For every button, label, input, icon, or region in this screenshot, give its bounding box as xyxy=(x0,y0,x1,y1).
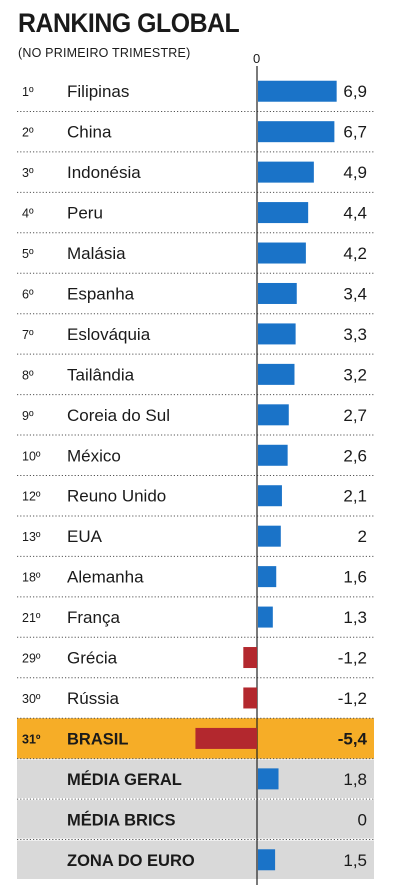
rank-label: 31º xyxy=(22,732,41,746)
value-label: 1,6 xyxy=(343,568,367,587)
rank-label: 5º xyxy=(22,247,34,261)
value-label: 6,7 xyxy=(343,123,367,142)
category-label: MÉDIA BRICS xyxy=(67,810,175,829)
value-label: 3,3 xyxy=(343,325,367,344)
bar-eslováquia xyxy=(258,323,296,345)
category-label: China xyxy=(67,123,112,142)
rank-label: 9º xyxy=(22,409,34,423)
value-label: 4,9 xyxy=(343,163,367,182)
value-label: 6,9 xyxy=(343,82,367,101)
value-label: 1,3 xyxy=(343,608,367,627)
category-label: Grécia xyxy=(67,649,118,668)
bar-rússia xyxy=(243,687,257,709)
value-label: -5,4 xyxy=(338,729,368,748)
category-label: MÉDIA GERAL xyxy=(67,770,182,789)
category-label: ZONA DO EURO xyxy=(67,852,195,870)
bar-reuno-unido xyxy=(258,485,282,507)
bar-espanha xyxy=(258,282,297,304)
bar-coreia-do-sul xyxy=(258,404,289,426)
value-label: -1,2 xyxy=(338,689,367,708)
bar-malásia xyxy=(258,242,306,264)
category-label: EUA xyxy=(67,527,103,546)
bar-grécia xyxy=(243,647,257,669)
rank-label: 1º xyxy=(22,85,34,99)
category-label: Coreia do Sul xyxy=(67,406,170,425)
value-label: 3,4 xyxy=(343,284,367,303)
bar-alemanha xyxy=(258,566,277,588)
value-label: 4,4 xyxy=(343,204,367,223)
bar-brasil xyxy=(195,727,257,749)
bar-méxico xyxy=(258,444,288,466)
bar-peru xyxy=(258,202,309,224)
rank-label: 8º xyxy=(22,368,34,382)
value-label: 3,2 xyxy=(343,365,367,384)
category-label: BRASIL xyxy=(67,730,128,748)
value-label: 1,5 xyxy=(343,851,367,870)
value-label: -1,2 xyxy=(338,649,367,668)
rank-label: 21º xyxy=(22,611,41,625)
rank-label: 18º xyxy=(22,571,41,585)
category-label: Reuno Unido xyxy=(67,487,166,506)
bar-eua xyxy=(258,525,281,547)
rank-label: 10º xyxy=(22,449,41,463)
bar-indonésia xyxy=(258,161,314,183)
rank-label: 12º xyxy=(22,490,41,504)
value-label: 1,8 xyxy=(343,770,367,789)
bar-filipinas xyxy=(258,80,337,102)
summary-row-background xyxy=(17,840,374,879)
category-label: Filipinas xyxy=(67,82,129,101)
summary-row-background xyxy=(17,759,374,799)
rank-label: 4º xyxy=(22,207,34,221)
summary-row-background xyxy=(17,800,374,839)
bar-china xyxy=(258,121,335,143)
category-label: Malásia xyxy=(67,244,126,263)
value-label: 4,2 xyxy=(343,244,367,263)
rank-label: 3º xyxy=(22,166,34,180)
category-label: Peru xyxy=(67,204,103,223)
value-label: 2,7 xyxy=(343,406,367,425)
chart-title: RANKING GLOBAL xyxy=(18,8,240,38)
rank-label: 2º xyxy=(22,126,34,140)
category-label: Indonésia xyxy=(67,163,141,182)
rank-label: 30º xyxy=(22,692,41,706)
rank-label: 7º xyxy=(22,328,34,342)
category-label: Eslováquia xyxy=(67,325,151,344)
zero-axis-label: 0 xyxy=(253,51,261,66)
category-label: Rússia xyxy=(67,689,120,708)
value-label: 2,6 xyxy=(343,446,367,465)
chart-subtitle: (NO PRIMEIRO TRIMESTRE) xyxy=(18,46,191,60)
value-label: 0 xyxy=(358,810,367,829)
category-label: Espanha xyxy=(67,284,135,303)
bar-média-geral xyxy=(258,768,279,790)
bar-tailândia xyxy=(258,363,295,385)
value-label: 2,1 xyxy=(343,487,367,506)
rank-label: 6º xyxy=(22,287,34,301)
rank-label: 29º xyxy=(22,652,41,666)
category-label: França xyxy=(67,608,120,627)
bar-frança xyxy=(258,606,273,628)
value-label: 2 xyxy=(358,527,367,546)
category-label: Tailândia xyxy=(67,365,135,384)
category-label: México xyxy=(67,446,121,465)
rank-label: 13º xyxy=(22,530,41,544)
category-label: Alemanha xyxy=(67,568,144,587)
bar-zona-do-euro xyxy=(258,849,276,871)
